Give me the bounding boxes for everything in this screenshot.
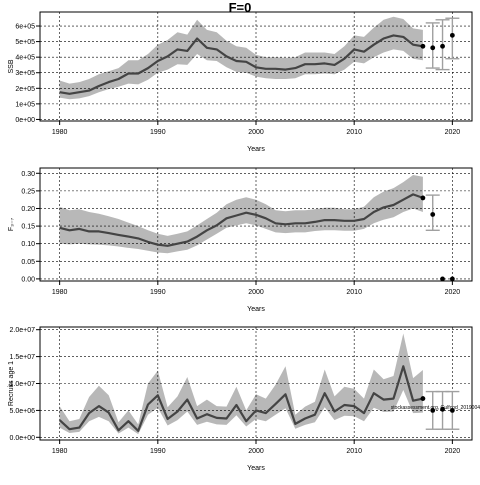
median-line	[59, 34, 424, 95]
x-tick-label: 1990	[150, 129, 166, 136]
projection-point	[430, 45, 436, 51]
x-tick-label: 2010	[346, 448, 362, 455]
estimate-point	[420, 396, 426, 401]
x-tick-label: 2000	[248, 448, 264, 455]
y-tick-label: 0.30	[21, 171, 35, 178]
y-tick-label: 0.05	[21, 259, 35, 266]
x-tick-label: 1980	[52, 129, 68, 136]
y-tick-label: 0.10	[21, 241, 35, 248]
y-tick-label: 0.0e+00	[10, 435, 36, 442]
y-tick-label: 1e+05	[15, 101, 35, 108]
x-tick-label: 1990	[150, 289, 166, 296]
projection-point	[440, 406, 445, 412]
projection-point	[449, 408, 455, 413]
y-tick-label: 5e+05	[15, 39, 35, 46]
y-tick-label: 5.0e+06	[10, 408, 36, 415]
y-tick-label: 0.15	[21, 224, 35, 231]
x-tick-label: 2000	[248, 129, 264, 136]
y-tick-label: 2.0e+07	[10, 327, 36, 334]
x-axis-label: Years	[247, 306, 265, 313]
x-tick-label: 2020	[445, 129, 461, 136]
y-tick-label: 2e+05	[15, 86, 35, 93]
source-annotation: stockassessment.org, Gulfcod_2019004	[391, 405, 480, 411]
projection-point	[440, 276, 445, 282]
x-tick-label: 2010	[346, 129, 362, 136]
y-tick-label: 1.5e+07	[10, 354, 36, 361]
y-axis-label: F₃₋₇	[8, 217, 15, 231]
y-tick-label: 0.25	[21, 188, 35, 195]
median-line	[58, 365, 424, 432]
x-tick-label: 1990	[150, 448, 166, 455]
projection-point	[449, 276, 455, 282]
x-tick-label: 1980	[52, 448, 68, 455]
estimate-point	[420, 195, 426, 201]
y-tick-label: 4e+05	[15, 55, 35, 62]
panel-ssb: 1980 1990 2000 2010 2020 0e+00 1e+05 2e+05 3e+05…	[8, 11, 473, 153]
y-axis-label: SSB	[8, 59, 15, 73]
confidence-band	[59, 16, 423, 100]
x-tick-label: 2020	[445, 289, 461, 296]
panel-recruitment: 1980 1990 2000 2010 2020 0.0e+00 5.0e+06 1.0e+0…	[8, 326, 480, 472]
y-tick-label: 1.0e+07	[10, 381, 36, 388]
projection-point	[430, 408, 436, 413]
y-tick-label: 0e+00	[15, 117, 35, 124]
y-tick-label: 6e+05	[15, 24, 35, 31]
figure-title: F=0	[228, 0, 252, 15]
x-axis-label: Years	[247, 146, 265, 153]
y-axis-label: Recruits age 1	[8, 361, 15, 406]
projection-point	[440, 43, 445, 49]
x-tick-label: 2020	[445, 448, 461, 455]
x-axis-label: Years	[247, 465, 265, 472]
estimate-point	[420, 43, 426, 49]
x-tick-label: 1980	[52, 289, 68, 296]
y-tick-label: 0.20	[21, 206, 35, 213]
median-line	[59, 193, 424, 247]
projection-point	[449, 32, 455, 38]
panel-f: 1980 1990 2000 2010 2020 0.00 0.05 0.10 0.15 0.20…	[8, 167, 473, 313]
x-tick-label: 2000	[248, 289, 264, 296]
x-tick-label: 2010	[346, 289, 362, 296]
projection-point	[430, 212, 436, 217]
y-tick-label: 3e+05	[15, 70, 35, 77]
y-tick-label: 0.00	[21, 276, 35, 283]
